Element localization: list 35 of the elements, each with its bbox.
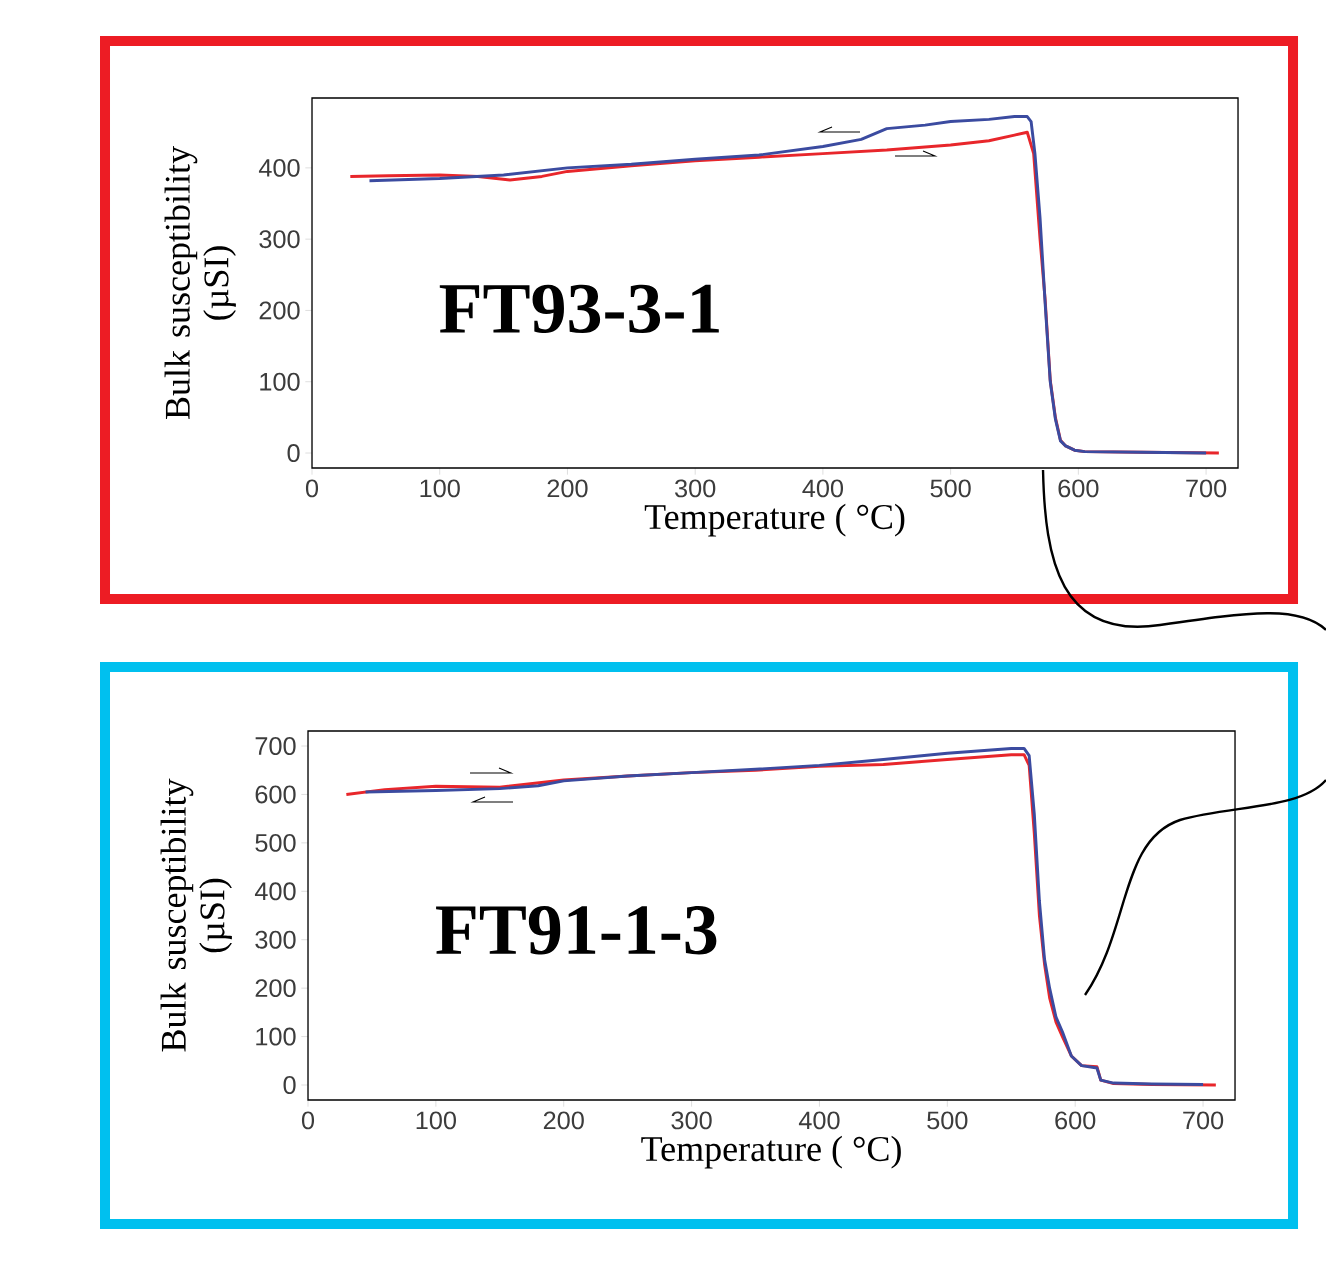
y-tick-label: 300 <box>259 230 300 249</box>
y-tick-label: 400 <box>258 158 300 177</box>
x-tick-label: 300 <box>675 479 716 498</box>
x-tick-label: 100 <box>416 1111 456 1130</box>
y-tick-label: 0 <box>283 1076 296 1094</box>
x-tick-label: 200 <box>547 479 588 498</box>
x-axis-title: Temperature ( °C) <box>644 503 905 537</box>
y-tick-label: 400 <box>254 882 296 901</box>
x-tick-label: 0 <box>301 1111 315 1130</box>
x-tick-label: 700 <box>1186 479 1227 498</box>
y-tick-label: 100 <box>260 372 300 391</box>
x-tick-label: 700 <box>1183 1111 1224 1130</box>
x-tick-label: 0 <box>305 479 319 498</box>
x-axis-title: Temperature ( °C) <box>641 1135 901 1169</box>
y-tick-label: 200 <box>255 979 296 998</box>
x-tick-label: 100 <box>420 479 460 498</box>
y-tick-label: 600 <box>255 785 296 804</box>
x-tick-label: 600 <box>1058 479 1099 498</box>
x-tick-label: 200 <box>543 1111 584 1130</box>
y-axis-title: Bulk susceptibility (µSI) <box>160 778 232 1052</box>
y-tick-label: 300 <box>255 930 296 949</box>
y-tick-label: 200 <box>259 301 300 320</box>
y-tick-label: 700 <box>255 737 296 755</box>
y-axis-title: Bulk susceptibility (µSI) <box>164 146 236 419</box>
x-tick-label: 500 <box>927 1111 968 1130</box>
x-tick-label: 400 <box>802 479 844 498</box>
x-tick-label: 400 <box>798 1111 840 1130</box>
x-tick-label: 500 <box>930 479 971 498</box>
annotation: FT91-1-3 <box>436 906 717 955</box>
x-tick-label: 300 <box>671 1111 712 1130</box>
x-tick-label: 600 <box>1055 1111 1096 1130</box>
y-tick-label: 100 <box>256 1027 296 1046</box>
y-tick-label: 0 <box>287 444 300 463</box>
annotation: FT93-3-1 <box>439 284 719 334</box>
y-tick-label: 500 <box>255 833 296 852</box>
